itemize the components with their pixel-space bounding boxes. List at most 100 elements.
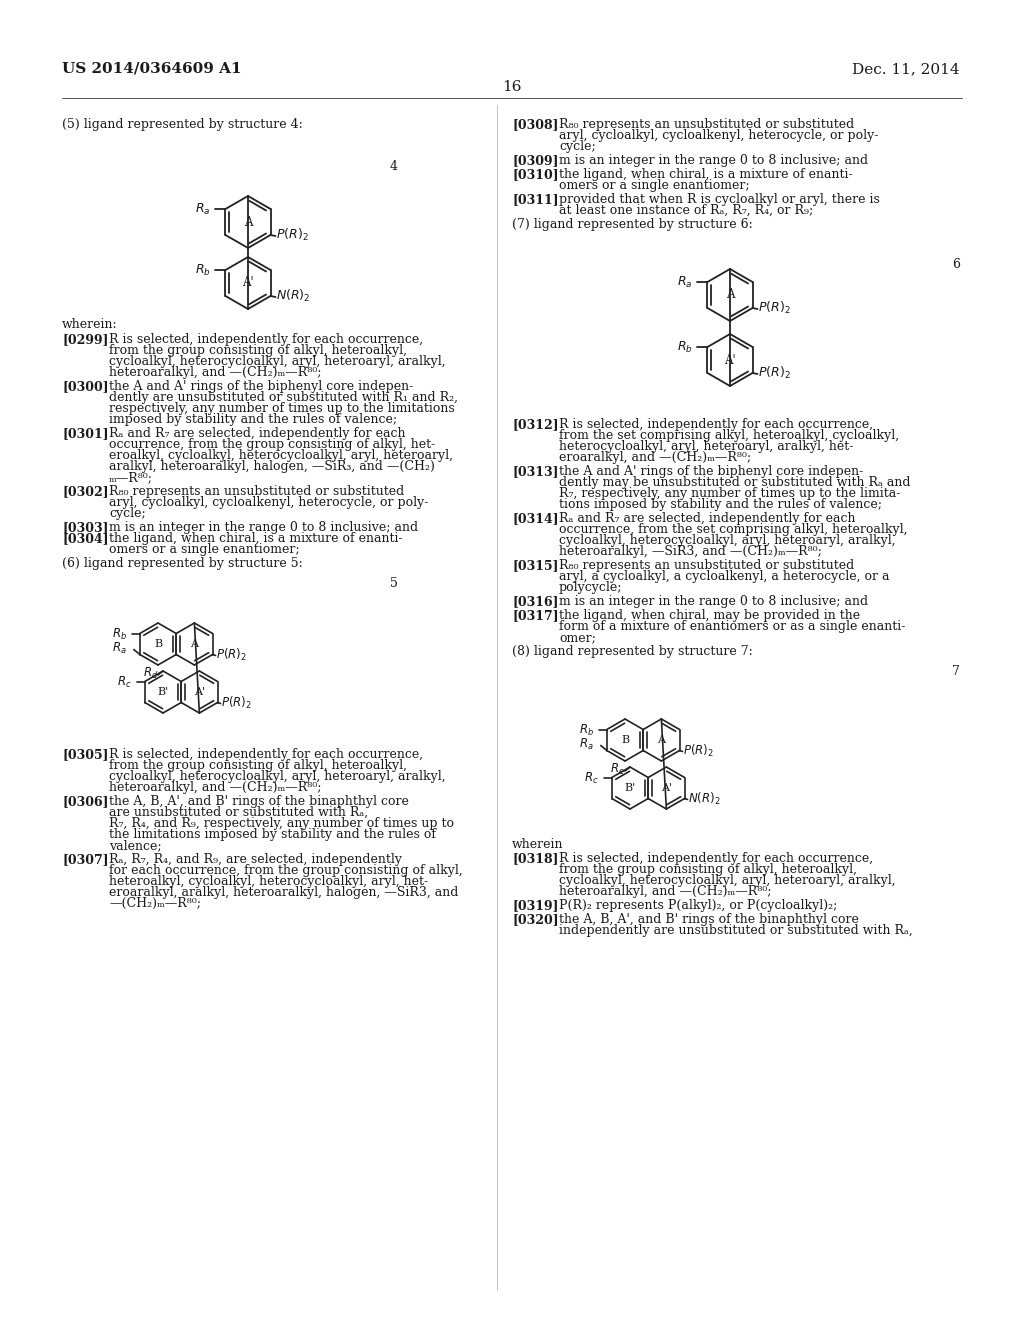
- Text: $R_b$: $R_b$: [579, 722, 594, 738]
- Text: dently may be unsubstituted or substituted with Rₐ and: dently may be unsubstituted or substitut…: [559, 477, 910, 488]
- Text: $R_b$: $R_b$: [196, 263, 211, 279]
- Text: $P(R)_2$: $P(R)_2$: [758, 366, 791, 381]
- Text: Dec. 11, 2014: Dec. 11, 2014: [852, 62, 961, 77]
- Text: R₈₀ represents an unsubstituted or substituted: R₈₀ represents an unsubstituted or subst…: [559, 558, 854, 572]
- Text: A: A: [244, 215, 252, 228]
- Text: $R_b$: $R_b$: [112, 627, 127, 642]
- Text: B': B': [625, 783, 636, 793]
- Text: R is selected, independently for each occurrence,: R is selected, independently for each oc…: [109, 333, 423, 346]
- Text: omer;: omer;: [559, 631, 596, 644]
- Text: B: B: [621, 735, 629, 744]
- Text: the A and A' rings of the biphenyl core indepen-: the A and A' rings of the biphenyl core …: [559, 465, 863, 478]
- Text: [0315]: [0315]: [512, 558, 558, 572]
- Text: m is an integer in the range 0 to 8 inclusive; and: m is an integer in the range 0 to 8 incl…: [559, 154, 868, 168]
- Text: from the group consisting of alkyl, heteroalkyl,: from the group consisting of alkyl, hete…: [109, 759, 407, 772]
- Text: imposed by stability and the rules of valence;: imposed by stability and the rules of va…: [109, 413, 397, 426]
- Text: wherein:: wherein:: [62, 318, 118, 331]
- Text: $R_c$: $R_c$: [584, 771, 598, 785]
- Text: [0308]: [0308]: [512, 117, 558, 131]
- Text: cycloalkyl, heterocycloalkyl, aryl, heteroaryl, aralkyl,: cycloalkyl, heterocycloalkyl, aryl, hete…: [109, 770, 445, 783]
- Text: [0301]: [0301]: [62, 426, 109, 440]
- Text: [0320]: [0320]: [512, 913, 559, 927]
- Text: cycle;: cycle;: [109, 507, 145, 520]
- Text: from the group consisting of alkyl, heteroalkyl,: from the group consisting of alkyl, hete…: [559, 863, 857, 876]
- Text: occurrence, from the group consisting of alkyl, het-: occurrence, from the group consisting of…: [109, 438, 435, 451]
- Text: [0318]: [0318]: [512, 851, 558, 865]
- Text: [0307]: [0307]: [62, 853, 109, 866]
- Text: A: A: [657, 735, 666, 744]
- Text: the limitations imposed by stability and the rules of: the limitations imposed by stability and…: [109, 828, 436, 841]
- Text: P(R)₂ represents P(alkyl)₂, or P(cycloalkyl)₂;: P(R)₂ represents P(alkyl)₂, or P(cycloal…: [559, 899, 838, 912]
- Text: 5: 5: [390, 577, 398, 590]
- Text: R is selected, independently for each occurrence,: R is selected, independently for each oc…: [559, 851, 873, 865]
- Text: [0316]: [0316]: [512, 595, 558, 609]
- Text: the A, B, A', and B' rings of the binaphthyl core: the A, B, A', and B' rings of the binaph…: [109, 795, 409, 808]
- Text: [0312]: [0312]: [512, 418, 559, 432]
- Text: US 2014/0364609 A1: US 2014/0364609 A1: [62, 62, 242, 77]
- Text: eroaralkyl, and —(CH₂)ₘ—R⁸⁰;: eroaralkyl, and —(CH₂)ₘ—R⁸⁰;: [559, 451, 752, 465]
- Text: wherein: wherein: [512, 838, 563, 851]
- Text: (8) ligand represented by structure 7:: (8) ligand represented by structure 7:: [512, 645, 753, 657]
- Text: heteroaralkyl, and —(CH₂)ₘ—R⁸⁰;: heteroaralkyl, and —(CH₂)ₘ—R⁸⁰;: [109, 781, 322, 795]
- Text: R is selected, independently for each occurrence,: R is selected, independently for each oc…: [559, 418, 873, 432]
- Text: B': B': [158, 686, 169, 697]
- Text: [0305]: [0305]: [62, 748, 109, 762]
- Text: dently are unsubstituted or substituted with R₁ and R₂,: dently are unsubstituted or substituted …: [109, 391, 458, 404]
- Text: Rₐ, R₇, R₄, and R₉, are selected, independently: Rₐ, R₇, R₄, and R₉, are selected, indepe…: [109, 853, 402, 866]
- Text: 7: 7: [952, 665, 961, 678]
- Text: A: A: [726, 289, 734, 301]
- Text: eroalkyl, cycloalkyl, heterocycloalkyl, aryl, heteroaryl,: eroalkyl, cycloalkyl, heterocycloalkyl, …: [109, 449, 453, 462]
- Text: [0319]: [0319]: [512, 899, 558, 912]
- Text: $P(R)_2$: $P(R)_2$: [758, 300, 791, 315]
- Text: [0299]: [0299]: [62, 333, 109, 346]
- Text: [0317]: [0317]: [512, 609, 559, 622]
- Text: aryl, cycloalkyl, cycloalkenyl, heterocycle, or poly-: aryl, cycloalkyl, cycloalkenyl, heterocy…: [109, 496, 428, 510]
- Text: [0303]: [0303]: [62, 521, 109, 535]
- Text: ₘ—R⁸⁰;: ₘ—R⁸⁰;: [109, 471, 153, 484]
- Text: $R_a$: $R_a$: [678, 275, 693, 290]
- Text: heteroaralkyl, and —(CH₂)ₘ—R⁸⁰;: heteroaralkyl, and —(CH₂)ₘ—R⁸⁰;: [559, 884, 771, 898]
- Text: aryl, cycloalkyl, cycloalkenyl, heterocycle, or poly-: aryl, cycloalkyl, cycloalkenyl, heterocy…: [559, 129, 879, 143]
- Text: Rₐ and R₇ are selected, independently for each: Rₐ and R₇ are selected, independently fo…: [559, 512, 855, 525]
- Text: A': A': [194, 686, 205, 697]
- Text: 6: 6: [952, 257, 961, 271]
- Text: provided that when R is cycloalkyl or aryl, there is: provided that when R is cycloalkyl or ar…: [559, 193, 880, 206]
- Text: (5) ligand represented by structure 4:: (5) ligand represented by structure 4:: [62, 117, 303, 131]
- Text: omers or a single enantiomer;: omers or a single enantiomer;: [109, 543, 300, 556]
- Text: $P(R)_2$: $P(R)_2$: [220, 694, 252, 710]
- Text: form of a mixture of enantiomers or as a single enanti-: form of a mixture of enantiomers or as a…: [559, 620, 905, 634]
- Text: R is selected, independently for each occurrence,: R is selected, independently for each oc…: [109, 748, 423, 762]
- Text: for each occurrence, from the group consisting of alkyl,: for each occurrence, from the group cons…: [109, 865, 463, 876]
- Text: (7) ligand represented by structure 6:: (7) ligand represented by structure 6:: [512, 218, 753, 231]
- Text: [0311]: [0311]: [512, 193, 559, 206]
- Text: $P(R)_2$: $P(R)_2$: [275, 227, 308, 243]
- Text: are unsubstituted or substituted with Rₐ,: are unsubstituted or substituted with Rₐ…: [109, 807, 368, 818]
- Text: (6) ligand represented by structure 5:: (6) ligand represented by structure 5:: [62, 557, 303, 570]
- Text: [0300]: [0300]: [62, 380, 109, 393]
- Text: the A, B, A', and B' rings of the binaphthyl core: the A, B, A', and B' rings of the binaph…: [559, 913, 859, 927]
- Text: 4: 4: [390, 160, 398, 173]
- Text: from the group consisting of alkyl, heteroalkyl,: from the group consisting of alkyl, hete…: [109, 345, 407, 356]
- Text: the A and A' rings of the biphenyl core indepen-: the A and A' rings of the biphenyl core …: [109, 380, 414, 393]
- Text: [0302]: [0302]: [62, 484, 109, 498]
- Text: $R_a$: $R_a$: [112, 640, 127, 656]
- Text: from the set comprising alkyl, heteroalkyl, cycloalkyl,: from the set comprising alkyl, heteroalk…: [559, 429, 899, 442]
- Text: eroaralkyl, aralkyl, heteroaralkyl, halogen, —SiR3, and: eroaralkyl, aralkyl, heteroaralkyl, halo…: [109, 886, 459, 899]
- Text: heteroaralkyl, —SiR3, and —(CH₂)ₘ—R⁸⁰;: heteroaralkyl, —SiR3, and —(CH₂)ₘ—R⁸⁰;: [559, 545, 822, 558]
- Text: the ligand, when chiral, may be provided in the: the ligand, when chiral, may be provided…: [559, 609, 860, 622]
- Text: R₈₀ represents an unsubstituted or substituted: R₈₀ represents an unsubstituted or subst…: [109, 484, 404, 498]
- Text: [0313]: [0313]: [512, 465, 558, 478]
- Text: cycle;: cycle;: [559, 140, 596, 153]
- Text: Rₐ and R₇ are selected, independently for each: Rₐ and R₇ are selected, independently fo…: [109, 426, 406, 440]
- Text: polycycle;: polycycle;: [559, 581, 623, 594]
- Text: B: B: [154, 639, 162, 649]
- Text: tions imposed by stability and the rules of valence;: tions imposed by stability and the rules…: [559, 498, 882, 511]
- Text: omers or a single enantiomer;: omers or a single enantiomer;: [559, 180, 750, 191]
- Text: A': A': [243, 276, 254, 289]
- Text: [0309]: [0309]: [512, 154, 558, 168]
- Text: at least one instance of Rₐ, R₇, R₄, or R₉;: at least one instance of Rₐ, R₇, R₄, or …: [559, 205, 813, 216]
- Text: independently are unsubstituted or substituted with Rₐ,: independently are unsubstituted or subst…: [559, 924, 912, 937]
- Text: A': A': [660, 783, 672, 793]
- Text: $P(R)_2$: $P(R)_2$: [216, 647, 247, 663]
- Text: [0306]: [0306]: [62, 795, 109, 808]
